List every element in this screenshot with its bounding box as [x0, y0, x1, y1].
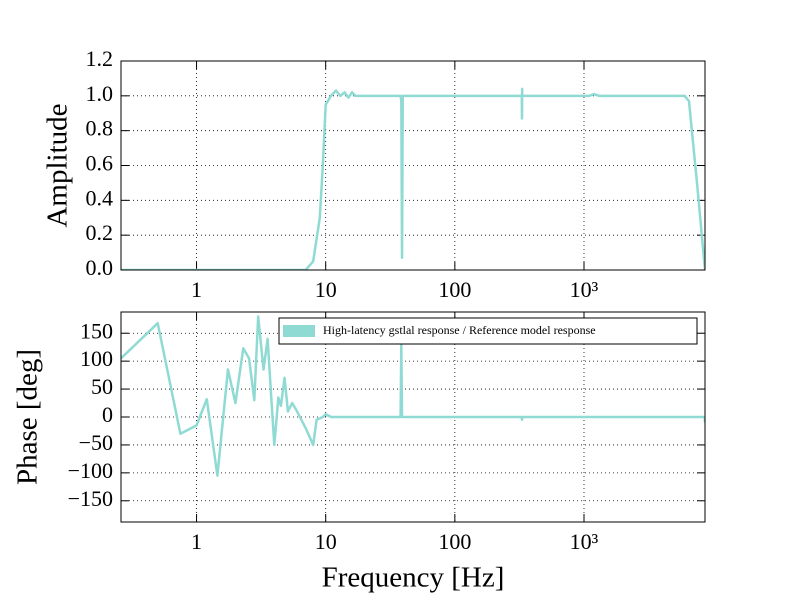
y-tick-label: 0.8	[86, 116, 114, 141]
data-line	[121, 315, 705, 477]
data-line	[121, 87, 705, 270]
y-tick-label: 1.0	[86, 81, 114, 106]
y-tick-label: 50	[91, 374, 113, 399]
y-tick-label: 100	[80, 346, 113, 371]
x-axis-label: Frequency [Hz]	[322, 562, 505, 594]
x-tick-label: 10³	[570, 277, 599, 302]
y-tick-label: −50	[79, 430, 113, 455]
legend-swatch	[283, 325, 315, 337]
legend-box	[278, 317, 698, 345]
x-tick-label: 10	[315, 277, 337, 302]
y-tick-label: 0.6	[86, 151, 114, 176]
y-axis-label: Amplitude	[42, 103, 74, 227]
x-tick-label: 1	[191, 277, 202, 302]
y-tick-label: 1.2	[86, 46, 114, 71]
x-tick-label: 1	[191, 529, 202, 554]
y-axis-label: Phase [deg]	[12, 349, 44, 485]
legend-label: High-latency gstlal response / Reference…	[323, 323, 596, 337]
x-tick-label: 100	[438, 529, 471, 554]
y-tick-label: 0.0	[86, 255, 114, 280]
x-tick-label: 10³	[570, 529, 599, 554]
plot-frame	[120, 311, 706, 523]
x-tick-label: 10	[315, 529, 337, 554]
y-tick-label: −150	[68, 486, 113, 511]
plot-frame	[120, 60, 706, 271]
x-tick-label: 100	[438, 277, 471, 302]
y-tick-label: 0	[102, 402, 113, 427]
y-tick-label: 0.4	[86, 185, 114, 210]
y-tick-label: 0.2	[86, 220, 114, 245]
y-tick-label: −100	[68, 458, 113, 483]
y-tick-label: 150	[80, 318, 113, 343]
